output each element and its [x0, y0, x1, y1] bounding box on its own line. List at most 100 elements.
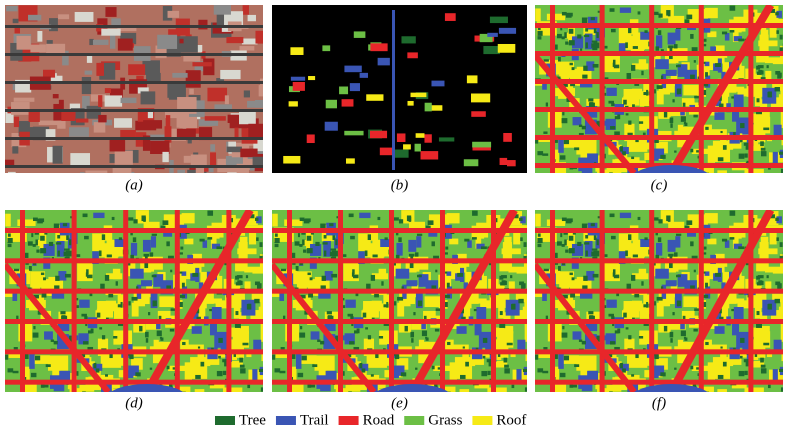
tree: [562, 333, 568, 338]
trail: [631, 165, 711, 193]
road: [440, 210, 445, 392]
tree: [377, 217, 380, 220]
tree: [564, 139, 569, 144]
tree: [33, 333, 39, 338]
patch: [186, 70, 201, 88]
roof: [604, 262, 620, 281]
patch: [162, 152, 168, 162]
tree: [133, 237, 136, 242]
tree: [610, 126, 615, 129]
tree: [302, 239, 304, 245]
tree: [722, 32, 727, 35]
tree: [255, 218, 258, 221]
sample: [354, 31, 366, 37]
patch: [70, 153, 90, 166]
trail: [573, 117, 582, 125]
tree: [66, 235, 69, 240]
tree: [141, 215, 145, 221]
tree: [410, 332, 414, 338]
patch: [239, 111, 256, 124]
sample: [380, 148, 392, 156]
road: [5, 289, 263, 294]
road: [649, 5, 654, 173]
road: [699, 5, 704, 173]
roof: [237, 248, 256, 254]
tree: [537, 31, 542, 36]
patch: [244, 90, 250, 97]
tree: [504, 368, 509, 373]
tree: [715, 63, 721, 67]
roof: [487, 388, 506, 396]
tree: [328, 315, 332, 318]
tree: [422, 331, 427, 337]
tree: [112, 217, 115, 220]
tree: [562, 244, 565, 247]
trail: [408, 240, 416, 252]
tree: [166, 241, 169, 246]
sample: [424, 134, 431, 142]
tree: [690, 241, 693, 246]
sample: [483, 46, 500, 54]
trail: [311, 331, 320, 339]
tree: [780, 35, 783, 40]
sample: [344, 131, 363, 136]
tree: [681, 331, 686, 337]
tree: [129, 354, 133, 359]
tree: [308, 273, 311, 275]
tree: [623, 313, 627, 318]
tree: [557, 34, 562, 38]
patch: [179, 39, 183, 44]
tree: [740, 140, 743, 143]
tree: [677, 301, 679, 307]
trail: [79, 300, 89, 308]
tree: [324, 251, 326, 257]
patch: [118, 39, 133, 51]
tree: [542, 153, 548, 155]
road: [535, 228, 783, 233]
tree: [620, 146, 623, 151]
legend-label: Road: [363, 412, 395, 428]
tree: [611, 103, 614, 106]
tree: [628, 234, 631, 240]
tree: [684, 122, 686, 124]
patch: [259, 85, 268, 96]
tree: [628, 121, 631, 125]
trail: [156, 324, 161, 330]
tree: [425, 337, 427, 339]
street: [5, 81, 263, 84]
panel: [5, 5, 273, 186]
tree: [371, 374, 374, 376]
trail: [606, 88, 616, 96]
tree: [628, 27, 631, 33]
tree: [76, 305, 79, 308]
tree: [574, 147, 579, 150]
tree: [275, 368, 281, 372]
tree: [113, 336, 117, 339]
road: [272, 289, 527, 294]
tree: [660, 155, 665, 159]
road: [287, 210, 292, 392]
tree: [43, 277, 46, 280]
tree: [767, 65, 769, 68]
trail: [587, 153, 598, 163]
tree: [329, 223, 333, 226]
legend-swatch: [472, 416, 492, 425]
road: [5, 319, 263, 324]
tree: [580, 48, 582, 50]
trail: [655, 269, 669, 279]
patch: [13, 19, 19, 23]
patch: [177, 129, 196, 139]
tree: [51, 340, 54, 342]
tree: [592, 48, 597, 50]
tree: [363, 313, 367, 318]
tree: [299, 244, 302, 247]
road: [175, 210, 180, 392]
trail: [210, 323, 217, 336]
tree: [672, 312, 674, 315]
tree: [681, 116, 686, 122]
tree: [610, 8, 615, 12]
tree: [586, 42, 588, 48]
tree: [299, 333, 305, 338]
tree: [481, 371, 487, 376]
sample: [401, 36, 415, 43]
